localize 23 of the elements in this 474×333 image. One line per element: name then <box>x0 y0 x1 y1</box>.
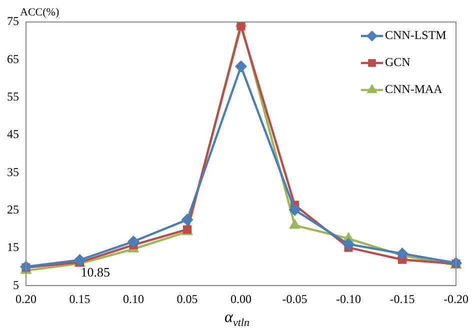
x-tick-label: 0.15 <box>69 292 90 306</box>
legend-label: CNN-LSTM <box>385 28 447 42</box>
y-tick-label: 5 <box>13 278 19 292</box>
x-tick-label: 0.20 <box>16 292 36 306</box>
y-tick-label: 15 <box>7 240 19 254</box>
annotation: 10.85 <box>80 264 110 280</box>
x-tick-label: 0.10 <box>123 292 144 306</box>
x-tick-label: -0.20 <box>444 292 468 306</box>
x-tick-label: 0.05 <box>176 292 198 306</box>
y-tick-label: 45 <box>7 127 19 142</box>
x-tick-label: -0.15 <box>390 292 415 306</box>
y-tick-label: 75 <box>7 14 19 28</box>
y-axis-title: ACC(%) <box>20 6 60 18</box>
y-tick-label: 35 <box>7 164 19 179</box>
legend-label: CNN-MAA <box>385 82 443 96</box>
legend-label: GCN <box>385 55 411 70</box>
y-tick-label: 65 <box>7 52 19 66</box>
x-tick-label: -0.05 <box>282 292 308 306</box>
x-tick-label: -0.10 <box>336 292 361 306</box>
x-axis-title: α$_{vtln}$ <box>224 309 250 330</box>
y-tick-label: 25 <box>7 202 19 216</box>
x-tick-label: 0.00 <box>230 292 252 306</box>
y-tick-label: 55 <box>7 89 19 104</box>
